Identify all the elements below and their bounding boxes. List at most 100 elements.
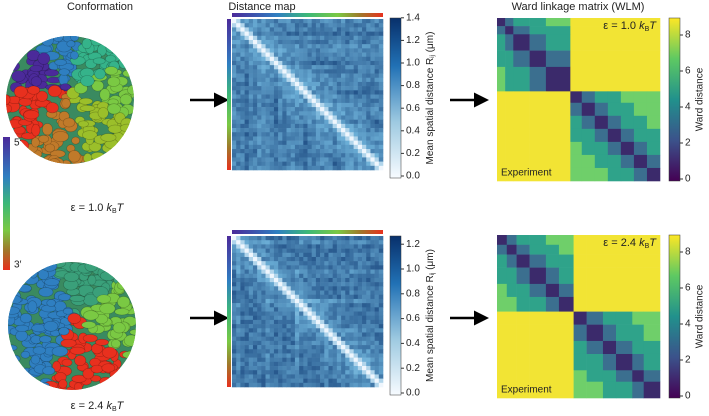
heatmap-cell bbox=[349, 244, 354, 249]
heatmap-cell bbox=[244, 361, 250, 367]
heatmap-cell bbox=[349, 290, 354, 296]
blob-tube bbox=[20, 350, 31, 359]
heatmap-cell bbox=[311, 315, 317, 321]
wlm-cell bbox=[505, 141, 514, 156]
heatmap-cell bbox=[307, 19, 312, 24]
heatmap-cell bbox=[269, 115, 275, 120]
heatmap-cell bbox=[320, 65, 325, 70]
heatmap-cell bbox=[328, 60, 333, 66]
heatmap-cell bbox=[345, 277, 350, 283]
heatmap-cell bbox=[336, 370, 342, 375]
heatmap-cell bbox=[353, 123, 359, 129]
heatmap-cell bbox=[265, 123, 271, 129]
heatmap-cell bbox=[269, 269, 275, 275]
heatmap-cell bbox=[370, 370, 375, 375]
heatmap-cell bbox=[315, 328, 321, 333]
heatmap-cell bbox=[273, 165, 279, 171]
heatmap-cell bbox=[374, 48, 380, 53]
header: Ward linkage matrix (WLM) bbox=[512, 1, 645, 13]
heatmap-cell bbox=[236, 52, 241, 58]
heatmap-cell bbox=[332, 60, 338, 66]
heatmap-cell bbox=[252, 60, 258, 66]
heatmap-cell bbox=[290, 136, 296, 141]
heatmap-cell bbox=[265, 157, 271, 162]
heatmap-cell bbox=[265, 353, 271, 358]
heatmap-cell bbox=[290, 370, 296, 375]
heatmap-cell bbox=[244, 307, 250, 312]
heatmap-cell bbox=[232, 65, 237, 70]
heatmap-cell bbox=[320, 111, 325, 116]
heatmap-cell bbox=[232, 119, 237, 125]
heatmap-cell bbox=[345, 56, 350, 62]
heatmap-cell bbox=[303, 340, 308, 346]
heatmap-cell bbox=[374, 56, 380, 62]
heatmap-cell bbox=[294, 382, 300, 388]
blob-tube bbox=[58, 68, 70, 76]
heatmap-cell bbox=[353, 48, 359, 53]
heatmap-cell bbox=[240, 332, 245, 337]
heatmap-cell bbox=[307, 123, 312, 129]
heatmap-cell bbox=[345, 290, 350, 296]
blob-tube bbox=[8, 306, 20, 315]
heatmap-cell bbox=[341, 44, 346, 49]
heatmap-cell bbox=[294, 119, 300, 125]
heatmap-cell bbox=[236, 65, 241, 70]
wlm-cell bbox=[545, 154, 571, 169]
heatmap-cell bbox=[257, 240, 262, 245]
heatmap-cell bbox=[273, 332, 279, 337]
heatmap-cell bbox=[345, 361, 350, 367]
heatmap-cell bbox=[244, 161, 250, 167]
heatmap-cell bbox=[303, 165, 308, 171]
heatmap-cell bbox=[278, 290, 283, 296]
heatmap-cell bbox=[248, 73, 254, 79]
wlm-cell bbox=[620, 128, 635, 143]
heatmap-cell bbox=[374, 161, 380, 167]
heatmap-cell bbox=[273, 69, 279, 74]
heatmap-cell bbox=[370, 357, 375, 363]
heatmap-cell bbox=[303, 94, 308, 99]
heatmap-cell bbox=[232, 86, 237, 91]
heatmap-cell bbox=[378, 336, 384, 342]
heatmap-cell bbox=[299, 294, 304, 300]
heatmap-cell bbox=[341, 319, 346, 325]
heatmap-cell bbox=[366, 269, 371, 275]
heatmap-cell bbox=[341, 382, 346, 388]
heatmap-cell bbox=[257, 165, 262, 171]
heatmap-cell bbox=[328, 128, 333, 133]
heatmap-cell bbox=[353, 252, 359, 258]
heatmap-cell bbox=[324, 324, 329, 329]
heatmap-cell bbox=[315, 48, 321, 53]
wlm-cell bbox=[545, 115, 571, 130]
heatmap-cell bbox=[236, 248, 241, 254]
heatmap-cell bbox=[324, 77, 329, 83]
wlm-cell bbox=[615, 353, 633, 371]
heatmap-cell bbox=[336, 86, 342, 91]
heatmap-cell bbox=[353, 282, 359, 287]
heatmap-cell bbox=[324, 382, 329, 388]
heatmap-cell bbox=[303, 132, 308, 137]
heatmap-cell bbox=[378, 65, 384, 70]
heatmap-cell bbox=[269, 119, 275, 125]
heatmap-cell bbox=[303, 282, 308, 287]
heatmap-cell bbox=[349, 336, 354, 342]
wlm-cell bbox=[497, 115, 506, 130]
heatmap-cell bbox=[282, 73, 287, 79]
heatmap-cell bbox=[294, 52, 300, 58]
heatmap-cell bbox=[345, 107, 350, 112]
heatmap-cell bbox=[252, 298, 258, 304]
heatmap-cell bbox=[257, 357, 262, 363]
blob-tube bbox=[61, 98, 71, 109]
heatmap-cell bbox=[290, 265, 296, 270]
wlm-cell bbox=[594, 141, 609, 156]
heatmap-cell bbox=[345, 165, 350, 171]
heatmap-cell bbox=[341, 265, 346, 270]
heatmap-cell bbox=[294, 256, 300, 262]
heatmap-cell bbox=[315, 282, 321, 287]
heatmap-cell bbox=[252, 94, 258, 99]
heatmap-cell bbox=[366, 252, 371, 258]
heatmap-cell bbox=[345, 366, 350, 371]
heatmap-cell bbox=[252, 315, 258, 321]
heatmap-cell bbox=[261, 328, 266, 333]
wlm-cell bbox=[529, 254, 547, 268]
